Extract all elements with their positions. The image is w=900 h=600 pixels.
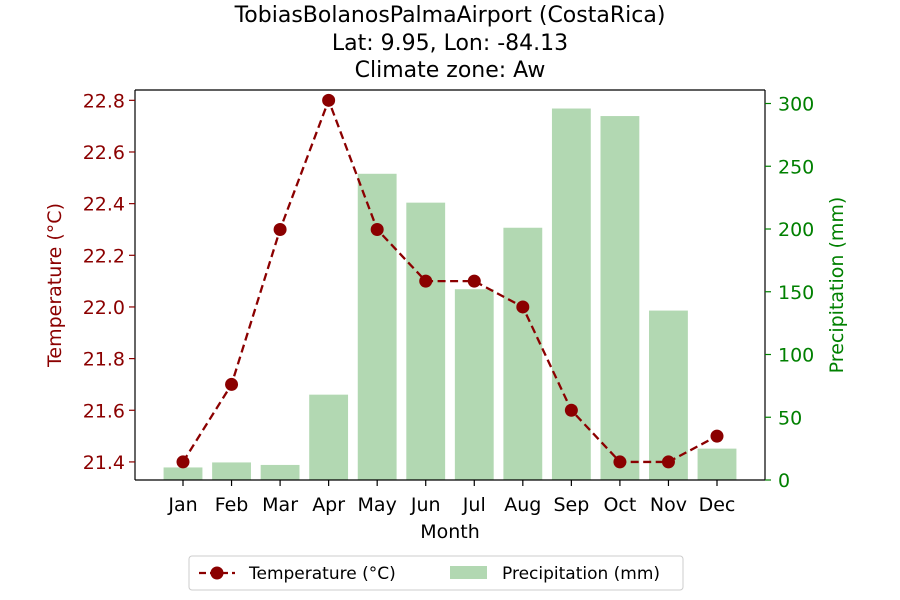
precipitation-bar-dec <box>697 448 737 480</box>
x-axis-label: Month <box>420 521 480 543</box>
right-tick-label: 50 <box>778 407 802 429</box>
x-axis-ticks: Jan Feb Mar Apr May Jun Jul Aug Sep Oct Nov Dec <box>167 480 735 516</box>
temperature-point-dec <box>710 429 724 443</box>
right-tick-label: 250 <box>778 156 814 178</box>
legend-box <box>188 555 684 591</box>
temperature-point-oct <box>613 455 627 469</box>
right-tick-label: 300 <box>778 94 814 116</box>
temperature-line-layer <box>176 93 724 469</box>
right-tick-label: 150 <box>778 282 814 304</box>
x-tick-label-mar: Mar <box>262 494 298 516</box>
left-tick-label: 21.6 <box>83 400 125 422</box>
precipitation-bar-nov <box>649 310 688 480</box>
legend-precipitation-label: Precipitation (mm) <box>502 564 660 584</box>
precipitation-bar-mar <box>260 464 300 480</box>
temperature-point-sep <box>564 403 578 417</box>
right-tick-label: 0 <box>778 470 790 492</box>
left-axis-ticks: 21.4 21.6 21.8 22.0 22.2 22.4 22.6 22.8 <box>83 90 135 474</box>
legend-precipitation-swatch <box>450 566 487 579</box>
x-tick-label-nov: Nov <box>650 494 687 516</box>
precipitation-bars <box>163 108 737 481</box>
precipitation-bar-apr <box>309 394 349 480</box>
temperature-point-mar <box>273 222 287 236</box>
right-axis-label: Precipitation (mm) <box>826 197 848 374</box>
x-tick-label-feb: Feb <box>215 494 249 516</box>
left-tick-label: 22.8 <box>83 90 125 112</box>
right-tick-label: 100 <box>778 345 814 367</box>
temperature-point-jul <box>467 274 481 288</box>
left-tick-label: 22.6 <box>83 142 125 164</box>
precipitation-bar-jul <box>454 289 494 480</box>
precipitation-bar-jan <box>163 467 203 480</box>
temperature-point-nov <box>661 455 675 469</box>
right-axis-ticks: 0 50 100 150 200 250 300 <box>765 94 814 492</box>
left-tick-label: 22.2 <box>83 245 125 267</box>
x-tick-label-jul: Jul <box>462 494 486 516</box>
left-tick-label: 21.8 <box>83 349 125 371</box>
x-tick-label-jan: Jan <box>167 494 197 516</box>
x-tick-label-sep: Sep <box>553 494 589 516</box>
precipitation-bar-aug <box>503 227 543 480</box>
left-tick-label: 22.4 <box>83 194 125 216</box>
right-tick-label: 200 <box>778 219 814 241</box>
temperature-point-jun <box>419 274 433 288</box>
temperature-point-apr <box>322 93 336 107</box>
x-tick-label-aug: Aug <box>504 494 541 516</box>
precipitation-bar-feb <box>212 462 251 480</box>
chart-title-line-3: Climate zone: Aw <box>355 58 546 83</box>
x-tick-label-dec: Dec <box>699 494 736 516</box>
left-tick-label: 22.0 <box>83 297 125 319</box>
legend-temperature-swatch-marker <box>210 566 224 580</box>
left-tick-label: 21.4 <box>83 452 125 474</box>
legend-temperature-label: Temperature (°C) <box>248 564 396 584</box>
precipitation-bar-oct <box>600 116 640 481</box>
plot-axes <box>134 89 766 481</box>
chart-title-line-2: Lat: 9.95, Lon: -84.13 <box>332 31 568 56</box>
temperature-point-jan <box>176 455 190 469</box>
chart-title-line-1: TobiasBolanosPalmaAirport (CostaRica) <box>234 3 666 28</box>
legend: Temperature (°C) Precipitation (mm) <box>188 555 684 591</box>
precipitation-bar-may <box>357 173 397 480</box>
chart-title: TobiasBolanosPalmaAirport (CostaRica) La… <box>234 3 666 83</box>
precipitation-bar-jun <box>406 202 446 480</box>
x-tick-label-may: May <box>358 494 397 516</box>
x-tick-label-jun: Jun <box>410 494 441 516</box>
left-axis-label: Temperature (°C) <box>44 203 66 368</box>
precipitation-bar-sep <box>551 108 591 481</box>
temperature-point-may <box>370 222 384 236</box>
temperature-point-aug <box>516 300 530 314</box>
temperature-line <box>182 97 718 464</box>
x-tick-label-oct: Oct <box>603 494 636 516</box>
x-tick-label-apr: Apr <box>312 494 345 516</box>
temperature-point-feb <box>225 377 239 391</box>
